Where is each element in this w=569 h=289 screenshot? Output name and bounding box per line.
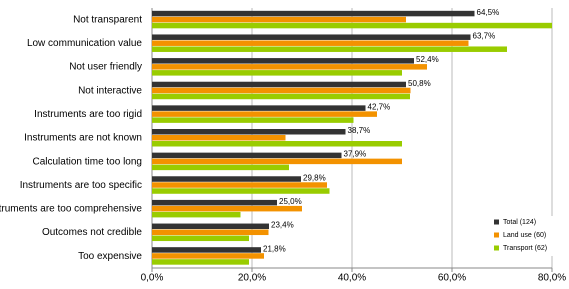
bar xyxy=(152,259,249,265)
value-label: 37,9% xyxy=(344,150,367,159)
y-tick-label: Instruments are not known xyxy=(24,133,142,144)
bar xyxy=(152,247,261,253)
bar xyxy=(152,211,241,218)
x-tick-label: 40,0% xyxy=(338,273,366,284)
value-label: 52,4% xyxy=(416,55,439,64)
x-tick-label: 80,0% xyxy=(538,273,566,284)
bar xyxy=(152,253,264,259)
bar xyxy=(152,235,249,242)
y-tick-label: Calculation time too long xyxy=(32,156,142,167)
legend-swatch xyxy=(494,245,499,251)
bar xyxy=(152,70,402,76)
bar xyxy=(152,10,475,17)
bar xyxy=(152,129,346,135)
bar xyxy=(152,111,377,117)
bar xyxy=(152,34,471,40)
y-tick-label: Not transparent xyxy=(73,14,142,25)
legend-label: Transport (62) xyxy=(503,245,547,252)
x-tick-label: 60,0% xyxy=(438,273,466,284)
bar xyxy=(152,22,552,29)
bar xyxy=(152,176,301,182)
legend-label: Total (124) xyxy=(503,219,536,226)
y-tick-label: Not interactive xyxy=(78,85,142,96)
value-label: 23,4% xyxy=(271,221,294,230)
legend-label: Land use (60) xyxy=(503,232,546,239)
bar xyxy=(152,188,330,194)
bar xyxy=(152,182,327,188)
bar xyxy=(152,87,411,94)
value-label: 38,7% xyxy=(348,126,371,135)
bar xyxy=(152,16,406,23)
y-tick-label: Instruments are too rigid xyxy=(34,109,142,120)
value-label: 25,0% xyxy=(279,197,302,206)
value-label: 21,8% xyxy=(263,244,286,253)
y-tick-label: Instruments are too comprehensive xyxy=(0,204,142,215)
bar xyxy=(152,117,354,123)
value-label: 64,5% xyxy=(477,8,500,17)
bar xyxy=(152,46,507,52)
y-tick-label: Instruments are too specific xyxy=(20,180,142,191)
x-tick-label: 20,0% xyxy=(238,273,266,284)
bar xyxy=(152,164,289,171)
value-label: 63,7% xyxy=(473,32,496,41)
value-label: 42,7% xyxy=(368,102,391,111)
x-tick-label: 0,0% xyxy=(141,273,164,284)
bar xyxy=(152,58,414,64)
bar xyxy=(152,93,410,100)
legend-swatch xyxy=(494,232,499,238)
y-tick-label: Low communication value xyxy=(27,38,142,49)
bar xyxy=(152,81,406,88)
y-tick-label: Too expensive xyxy=(78,251,142,262)
bar xyxy=(152,105,366,111)
legend-swatch xyxy=(494,219,499,225)
value-label: 29,8% xyxy=(303,173,326,182)
bar xyxy=(152,205,302,212)
bar xyxy=(152,229,269,236)
bar xyxy=(152,152,342,159)
bar xyxy=(152,199,277,206)
bar xyxy=(152,223,269,230)
bar xyxy=(152,158,402,165)
y-tick-label: Not user friendly xyxy=(69,62,142,73)
value-label: 50,8% xyxy=(408,79,431,88)
bar xyxy=(152,40,469,46)
y-tick-label: Outcomes not credible xyxy=(42,227,142,238)
bar xyxy=(152,135,286,141)
bar xyxy=(152,141,402,147)
bar xyxy=(152,64,427,70)
legend-box xyxy=(490,216,556,256)
